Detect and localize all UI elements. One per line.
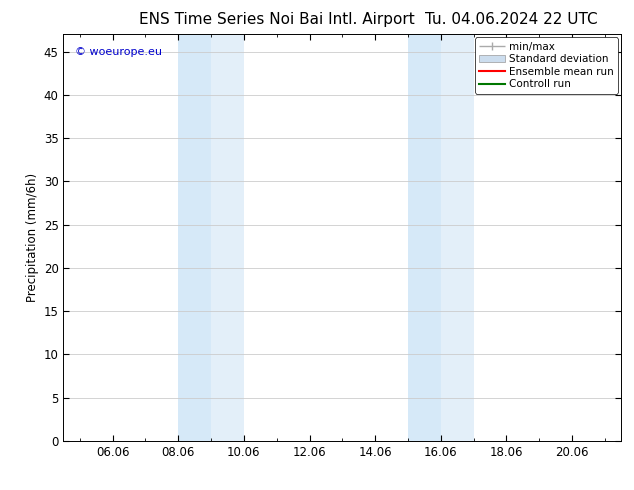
Text: Tu. 04.06.2024 22 UTC: Tu. 04.06.2024 22 UTC bbox=[425, 12, 597, 27]
Bar bbox=[211, 34, 244, 441]
Legend: min/max, Standard deviation, Ensemble mean run, Controll run: min/max, Standard deviation, Ensemble me… bbox=[475, 37, 618, 94]
Bar bbox=[441, 34, 474, 441]
Y-axis label: Precipitation (mm/6h): Precipitation (mm/6h) bbox=[27, 173, 39, 302]
Bar bbox=[178, 34, 211, 441]
Text: © woeurope.eu: © woeurope.eu bbox=[75, 47, 162, 56]
Text: ENS Time Series Noi Bai Intl. Airport: ENS Time Series Noi Bai Intl. Airport bbox=[139, 12, 415, 27]
Bar bbox=[408, 34, 441, 441]
